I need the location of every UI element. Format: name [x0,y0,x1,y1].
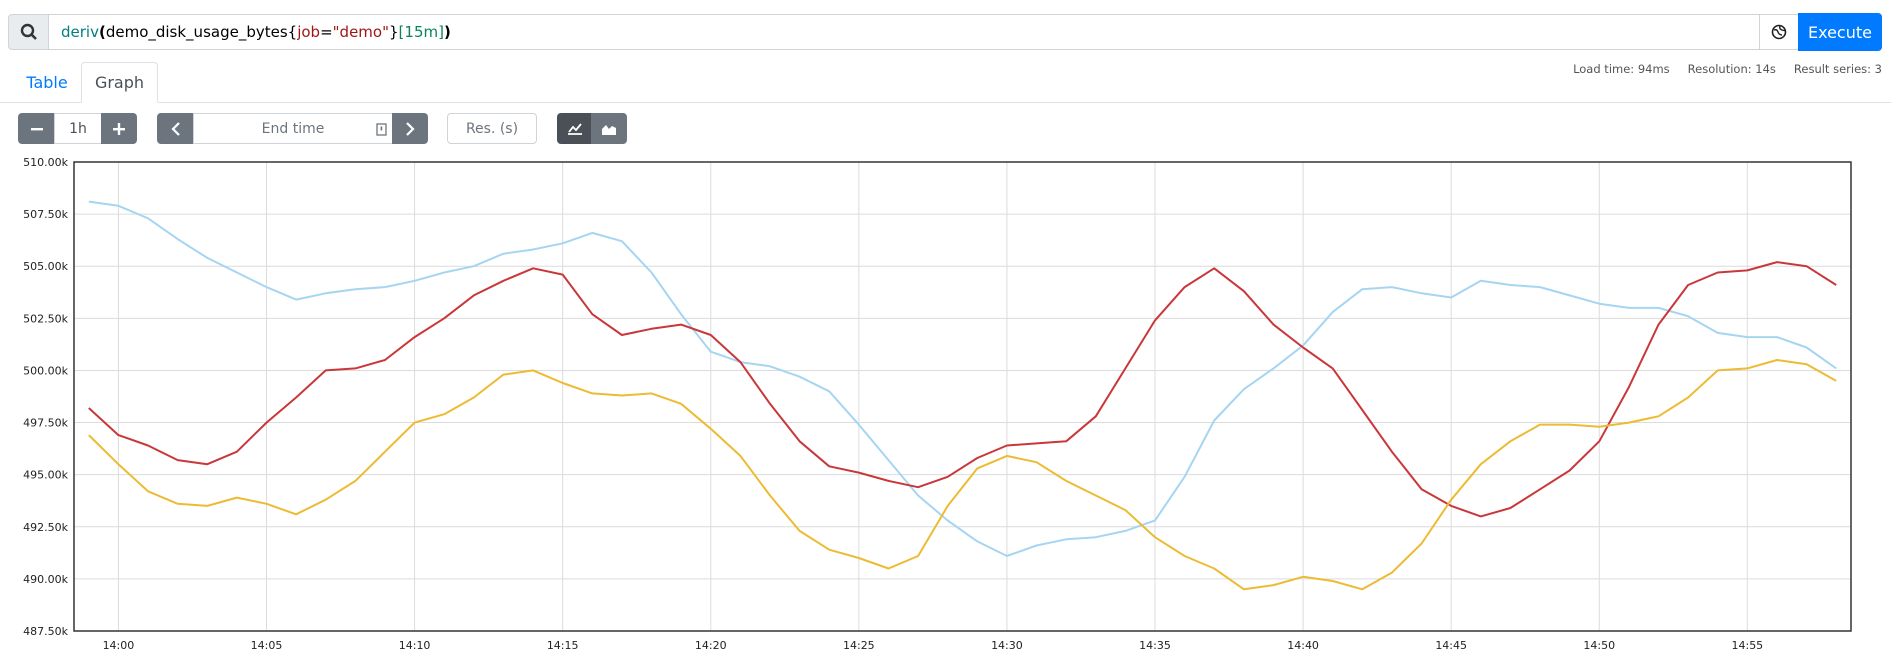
x-tick-label: 14:50 [1583,639,1615,652]
magnifier [20,23,37,40]
query-token: ( [98,23,106,41]
x-tick-label: 14:15 [547,639,579,652]
globe-button[interactable] [1759,14,1799,50]
query-token: [15m] [398,23,444,41]
x-tick-label: 14:35 [1139,639,1171,652]
increase-range[interactable] [101,113,137,144]
x-tick-label: 14:25 [843,639,875,652]
stats: Load time: 94ms Resolution: 14s Result ser… [1555,62,1882,76]
range-input[interactable]: 1h [54,113,102,144]
series-line [88,200,1837,557]
tab-border [0,102,1891,103]
y-tick-label: 500.00k [23,364,68,377]
x-tick-label: 14:55 [1731,639,1763,652]
tab[interactable]: Table [26,73,68,92]
x-tick-label: 14:30 [991,639,1023,652]
query-token: demo_disk_usage_bytes [105,23,288,41]
y-tick-label: 497.50k [23,417,68,430]
y-tick-label: 487.50k [23,625,68,638]
y-tick-label: 507.50k [23,208,68,221]
next-time[interactable] [392,113,428,144]
query-token: } [389,23,399,41]
stat: Resolution: 14s [1687,62,1776,76]
stat: Result series: 3 [1793,62,1882,76]
x-tick-label: 14:10 [399,639,431,652]
query-token: { [287,23,298,41]
y-tick-label: 502.50k [23,312,68,325]
globe-icon [1771,24,1786,40]
plus-icon [113,122,125,135]
x-tick-label: 14:45 [1435,639,1467,652]
y-tick-label: 495.00k [23,469,68,482]
query-token: ) [443,23,451,41]
x-tick-label: 14:05 [251,639,283,652]
x-tick-label: 14:40 [1287,639,1319,652]
resolution-input[interactable]: Res. (s) [447,113,537,144]
y-tick-label: 510.00k [23,156,68,169]
x-tick-label: 14:20 [695,639,727,652]
plot-border [73,161,1852,632]
y-tick-label: 505.00k [23,260,68,273]
execute-button[interactable]: Execute [1798,13,1882,51]
series-line [88,359,1837,591]
query-token: job [297,23,321,41]
query-input[interactable]: deriv(demo_disk_usage_bytes{job="demo"}[… [48,14,1760,50]
line-icon [567,122,582,135]
minus-icon [30,127,43,130]
x-tick-label: 14:00 [103,639,135,652]
search-icon [8,14,49,50]
chart: 487.50k 490.00k 492.50k 495.00k 497.50k 500.0… [23,156,1852,652]
end-time-input[interactable]: End time [193,113,393,144]
decrease-range[interactable] [18,113,55,144]
series-line [88,261,1837,518]
query-token: = [320,23,333,41]
query-token: deriv [61,23,99,41]
end-time-placeholder: End time [261,120,325,137]
calendar-icon [376,123,387,136]
tab-active[interactable]: Graph [81,62,158,103]
area-icon [602,124,616,135]
query-token: "demo" [332,23,389,41]
previous-time[interactable] [157,113,194,144]
stacked-mode[interactable] [591,113,627,144]
y-tick-label: 490.00k [23,573,68,586]
line-mode[interactable] [557,113,592,144]
y-tick-label: 492.50k [23,521,68,534]
right-icon [406,121,415,136]
left-icon [170,121,180,136]
stat: Load time: 94ms [1573,62,1670,76]
